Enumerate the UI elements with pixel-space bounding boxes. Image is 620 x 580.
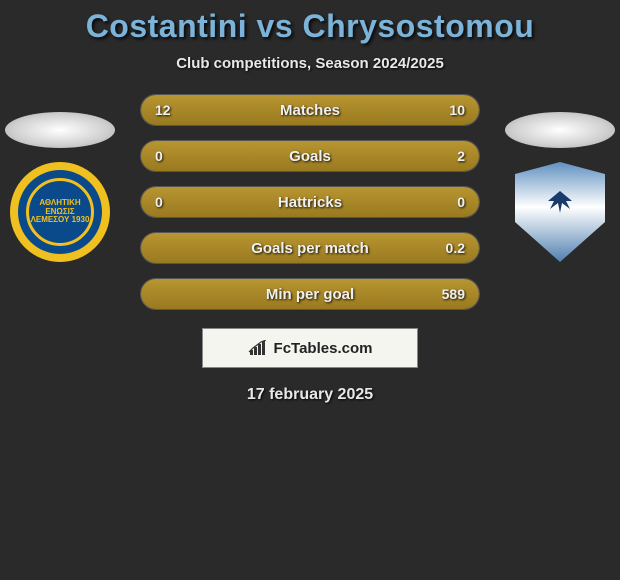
stat-value-right: 2 — [457, 141, 465, 171]
stat-label: Goals — [141, 141, 479, 171]
stats-area: ΑΘΛΗΤΙΚΗ ΕΝΩΣΙΣ ΛΕΜΕΣΟΥ 1930 12Matches10… — [0, 94, 620, 310]
player-head-left — [5, 112, 115, 148]
stat-bar: 0Hattricks0 — [140, 186, 480, 218]
stat-value-right: 0 — [457, 187, 465, 217]
player-head-right — [505, 112, 615, 148]
footer-brand-text: FcTables.com — [274, 340, 373, 357]
footer-brand-box[interactable]: FcTables.com — [202, 328, 418, 368]
chart-icon — [248, 340, 268, 356]
stat-label: Matches — [141, 95, 479, 125]
stat-value-right: 0.2 — [446, 233, 465, 263]
page-title: Costantini vs Chrysostomou — [0, 8, 620, 45]
stat-label: Goals per match — [141, 233, 479, 263]
subtitle: Club competitions, Season 2024/2025 — [0, 55, 620, 72]
stat-value-right: 589 — [442, 279, 465, 309]
eagle-icon — [540, 187, 580, 217]
date-text: 17 february 2025 — [0, 386, 620, 404]
stat-value-right: 10 — [449, 95, 465, 125]
stat-bar: Min per goal589 — [140, 278, 480, 310]
club-crest-left-text: ΑΘΛΗΤΙΚΗ ΕΝΩΣΙΣ ΛΕΜΕΣΟΥ 1930 — [26, 178, 94, 246]
infographic-root: Costantini vs Chrysostomou Club competit… — [0, 0, 620, 404]
stat-bar: 12Matches10 — [140, 94, 480, 126]
stat-label: Min per goal — [141, 279, 479, 309]
stat-label: Hattricks — [141, 187, 479, 217]
club-crest-left: ΑΘΛΗΤΙΚΗ ΕΝΩΣΙΣ ΛΕΜΕΣΟΥ 1930 — [10, 162, 110, 262]
stat-bar: 0Goals2 — [140, 140, 480, 172]
stat-bar: Goals per match0.2 — [140, 232, 480, 264]
